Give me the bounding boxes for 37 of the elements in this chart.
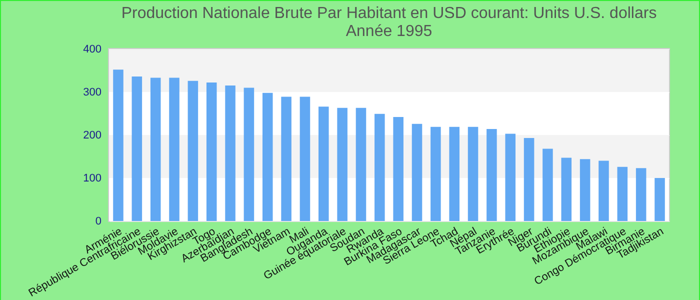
y-tick-label: 400 [83, 44, 102, 56]
bar [654, 178, 665, 221]
bar [262, 92, 273, 221]
y-tick-label: 0 [95, 216, 102, 228]
y-tick-label: 300 [83, 86, 102, 98]
bar [206, 82, 217, 221]
bar [337, 108, 348, 221]
bar [374, 114, 385, 221]
bar [393, 116, 404, 221]
bar [505, 134, 516, 221]
bar [449, 126, 460, 221]
bar [617, 166, 628, 221]
bar [580, 159, 590, 221]
bar [430, 126, 441, 221]
bar [188, 80, 198, 221]
bar [356, 108, 366, 221]
bar [281, 96, 292, 221]
chart-title: Production Nationale Brute Par Habitant en USD courant: Units U.S. dollars [121, 5, 657, 22]
bar [412, 124, 422, 221]
bar [113, 70, 124, 221]
bar [524, 138, 534, 221]
bar [132, 76, 142, 221]
bar [150, 78, 161, 221]
bar [468, 126, 478, 221]
bar [542, 148, 553, 221]
y-tick-label: 200 [83, 130, 102, 142]
bar [318, 106, 329, 221]
bar [169, 78, 180, 221]
chart-subtitle: Année 1995 [346, 23, 432, 40]
bar [300, 96, 310, 221]
bar [486, 128, 497, 221]
y-tick-label: 100 [83, 172, 102, 184]
bar [244, 88, 254, 221]
bar [598, 160, 609, 221]
bar [561, 158, 572, 221]
bar [636, 168, 646, 221]
bar [225, 86, 236, 221]
